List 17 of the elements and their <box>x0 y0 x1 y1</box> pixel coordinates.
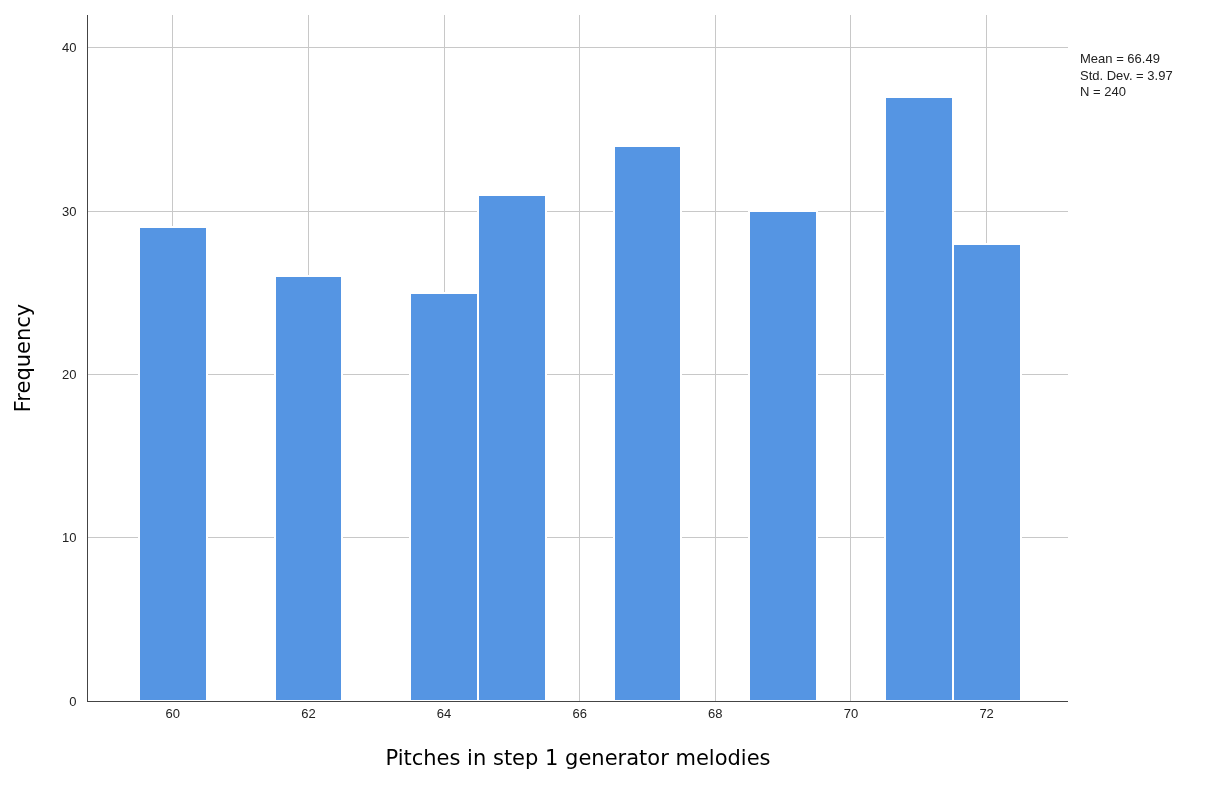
text: Mean = 66.49 <box>1080 51 1160 66</box>
x-tick-label: 72 <box>979 705 994 721</box>
x-tick-label: 60 <box>165 705 181 721</box>
x-tick-label: 62 <box>301 705 316 721</box>
x-tick-label: 68 <box>708 705 723 721</box>
x-tick-label: 64 <box>436 705 452 721</box>
y-tick-label: 40 <box>61 40 77 56</box>
x-tick-label: 70 <box>843 705 859 721</box>
text: Std. Dev. = 3.97 <box>1080 68 1173 83</box>
y-tick-label: 10 <box>61 530 77 546</box>
text: N = 240 <box>1080 84 1126 99</box>
y-axis-title: Frequency <box>11 303 36 413</box>
x-tick-label: 66 <box>572 705 587 721</box>
x-axis-title: Pitches in step 1 generator melodies <box>385 745 771 770</box>
y-tick-label: 20 <box>61 366 77 382</box>
y-tick-label: 0 <box>69 693 77 709</box>
y-tick-label: 30 <box>61 203 77 219</box>
